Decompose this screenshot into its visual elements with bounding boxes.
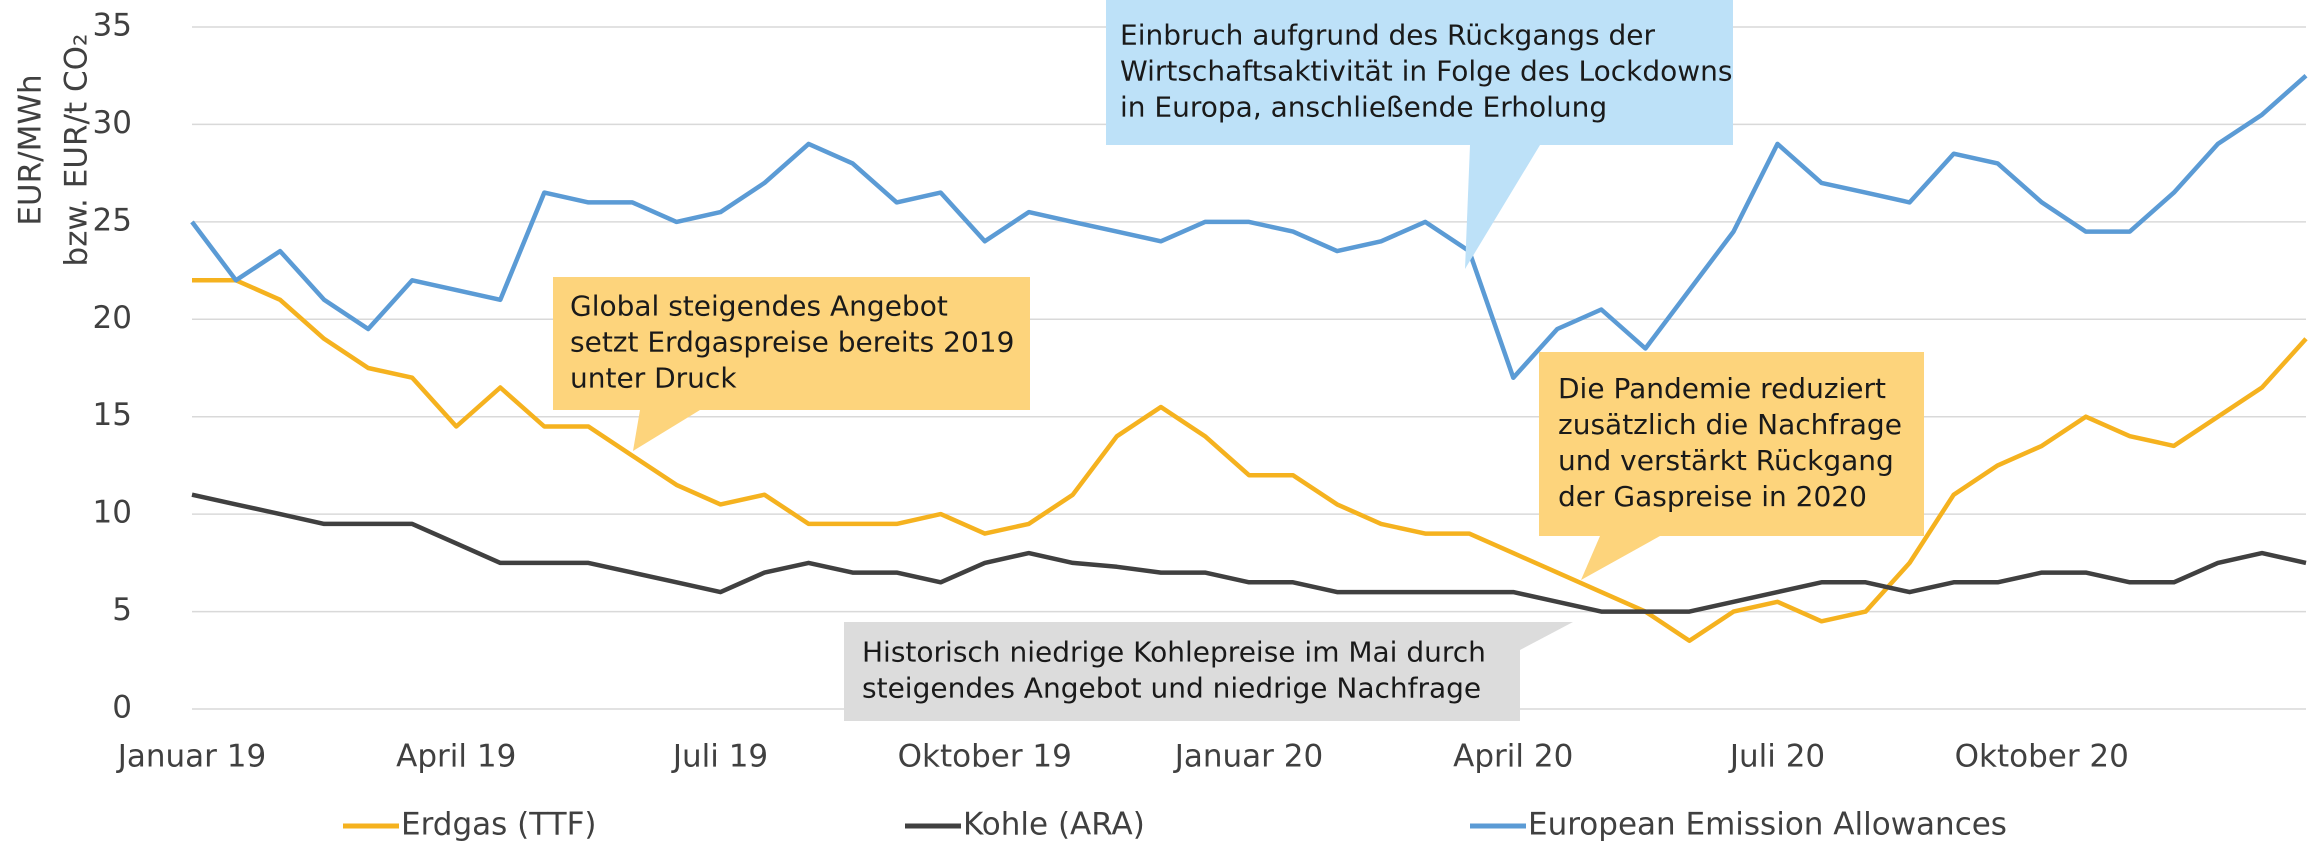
- x-tick-label: Januar 19: [116, 739, 266, 775]
- annotation-text: Einbruch aufgrund des Rückgangs der: [1120, 19, 1655, 52]
- annotation-box: [844, 622, 1520, 721]
- annotation-pointer: [633, 410, 700, 451]
- annotation-pointer: [1465, 145, 1540, 269]
- x-tick-label: April 20: [1453, 739, 1573, 775]
- annotation-box: [1539, 352, 1924, 536]
- annotation-text: in Europa, anschließende Erholung: [1120, 91, 1607, 124]
- y-tick-label: 35: [93, 8, 132, 44]
- y-axis-label: bzw. EUR/t CO₂: [59, 34, 95, 267]
- line-series: [190, 74, 2308, 380]
- annotation-text: unter Druck: [570, 362, 737, 395]
- x-tick-label: April 19: [396, 739, 516, 775]
- x-tick-label: Juli 19: [671, 739, 768, 775]
- annotation-text: setzt Erdgaspreise bereits 2019: [570, 326, 1014, 359]
- y-tick-label: 5: [112, 592, 132, 628]
- y-axis-label: EUR/MWh: [13, 74, 49, 225]
- annotation-pointer: [1500, 622, 1573, 650]
- annotation-text: Wirtschaftsaktivität in Folge des Lockdo…: [1120, 55, 1732, 88]
- annotation-text: Die Pandemie reduziert: [1558, 372, 1886, 405]
- annotation-text: Historisch niedrige Kohlepreise im Mai d…: [862, 636, 1486, 669]
- y-tick-label: 20: [93, 300, 132, 336]
- annotation-pointer: [1581, 536, 1660, 580]
- annotation-box: [553, 277, 1030, 410]
- legend-label: European Emission Allowances: [1528, 807, 2007, 843]
- y-tick-label: 10: [93, 495, 132, 531]
- annotation-text: steigendes Angebot und niedrige Nachfrag…: [862, 672, 1481, 705]
- line-series: [191, 492, 2307, 614]
- legend-label: Kohle (ARA): [963, 807, 1145, 843]
- annotation-text: der Gaspreise in 2020: [1558, 480, 1867, 513]
- x-tick-label: Oktober 20: [1955, 739, 2129, 775]
- line-series: [192, 278, 2308, 644]
- y-tick-label: 30: [93, 105, 132, 141]
- annotation-box: [1106, 0, 1733, 145]
- y-tick-label: 0: [112, 690, 132, 726]
- x-tick-label: Januar 20: [1173, 739, 1323, 775]
- annotation-text: und verstärkt Rückgang: [1558, 444, 1894, 477]
- x-tick-label: Oktober 19: [898, 739, 1072, 775]
- x-tick-label: Juli 20: [1728, 739, 1825, 775]
- annotation-text: Global steigendes Angebot: [570, 290, 948, 323]
- annotation-text: zusätzlich die Nachfrage: [1558, 408, 1902, 441]
- y-tick-label: 25: [93, 202, 132, 238]
- legend-label: Erdgas (TTF): [401, 807, 597, 843]
- y-tick-label: 15: [93, 397, 132, 433]
